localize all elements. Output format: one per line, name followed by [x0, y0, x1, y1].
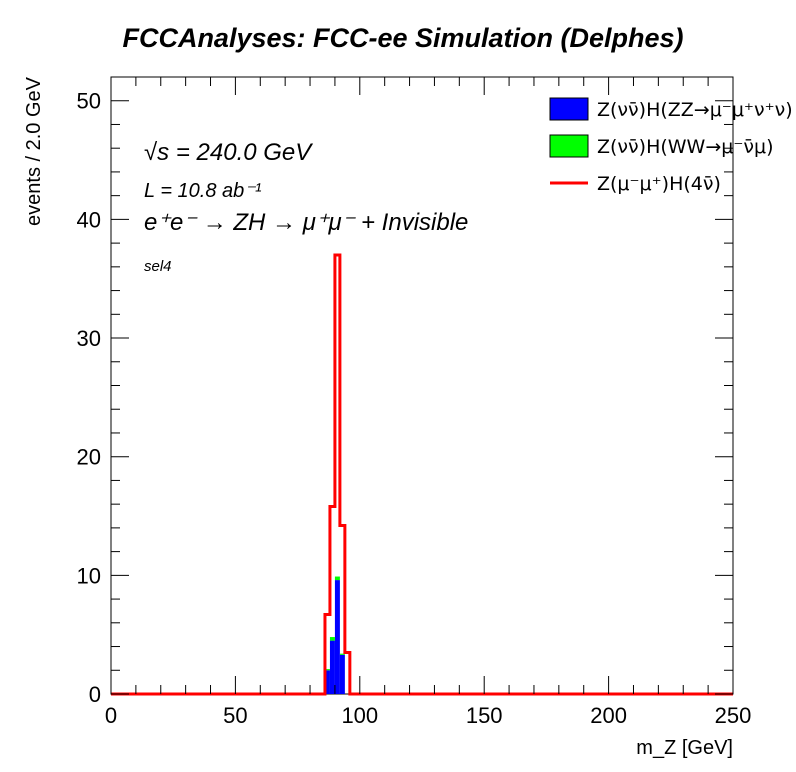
x-tick-label: 200: [590, 703, 627, 728]
axes-ticks: 0 10 20 30 40 50 0 50 100 150 200 250: [77, 76, 752, 728]
legend: Z(νν̄)H(ZZ→μ⁻μ⁺ν⁺ν) Z(νν̄)H(WW→μ⁻ν̄μ) Z(…: [549, 97, 793, 195]
x-tick-label: 150: [466, 703, 503, 728]
legend-label-ww: Z(νν̄)H(WW→μ⁻ν̄μ): [597, 136, 774, 158]
bar-1-3: [339, 653, 345, 655]
legend-label-signal: Z(μ⁻μ⁺)H(4ν̄): [597, 173, 721, 195]
x-tick-label: 0: [105, 703, 117, 728]
bar-1-0: [324, 669, 330, 671]
stacked-fills: [324, 576, 345, 694]
plot-frame: [110, 76, 734, 695]
y-tick-label: 50: [77, 89, 101, 114]
legend-swatch-ww: [549, 134, 589, 158]
annotation-selection: sel4: [144, 258, 172, 275]
annotation-sqrts: √s = 240.0 GeV: [144, 139, 313, 166]
y-tick-label: 40: [77, 207, 101, 232]
legend-swatch-zz: [549, 97, 589, 121]
step-lines: [111, 253, 733, 696]
y-tick-label: 0: [89, 682, 101, 707]
x-tick-label: 50: [223, 703, 247, 728]
bar-0-2: [334, 580, 340, 694]
y-axis-title: events / 2.0 GeV: [23, 76, 45, 226]
annotation-lumi: L = 10.8 ab⁻¹: [144, 180, 262, 202]
bar-0-3: [339, 654, 345, 694]
y-tick-label: 10: [77, 563, 101, 588]
series-line-0: [111, 253, 733, 696]
x-tick-label: 250: [715, 703, 752, 728]
bar-1-1: [329, 637, 335, 641]
bar-0-0: [324, 670, 330, 694]
x-axis-title: m_Z [GeV]: [636, 737, 733, 759]
y-tick-label: 30: [77, 326, 101, 351]
annotation-process: e⁺e⁻ → ZH → μ⁺μ⁻ + Invisible: [144, 209, 468, 236]
x-tick-label: 100: [341, 703, 378, 728]
legend-label-zz: Z(νν̄)H(ZZ→μ⁻μ⁺ν⁺ν): [597, 99, 793, 121]
bar-1-2: [334, 576, 340, 581]
y-tick-label: 20: [77, 445, 101, 470]
chart-title: FCCAnalyses: FCC-ee Simulation (Delphes): [122, 23, 683, 53]
bar-0-1: [329, 640, 335, 694]
